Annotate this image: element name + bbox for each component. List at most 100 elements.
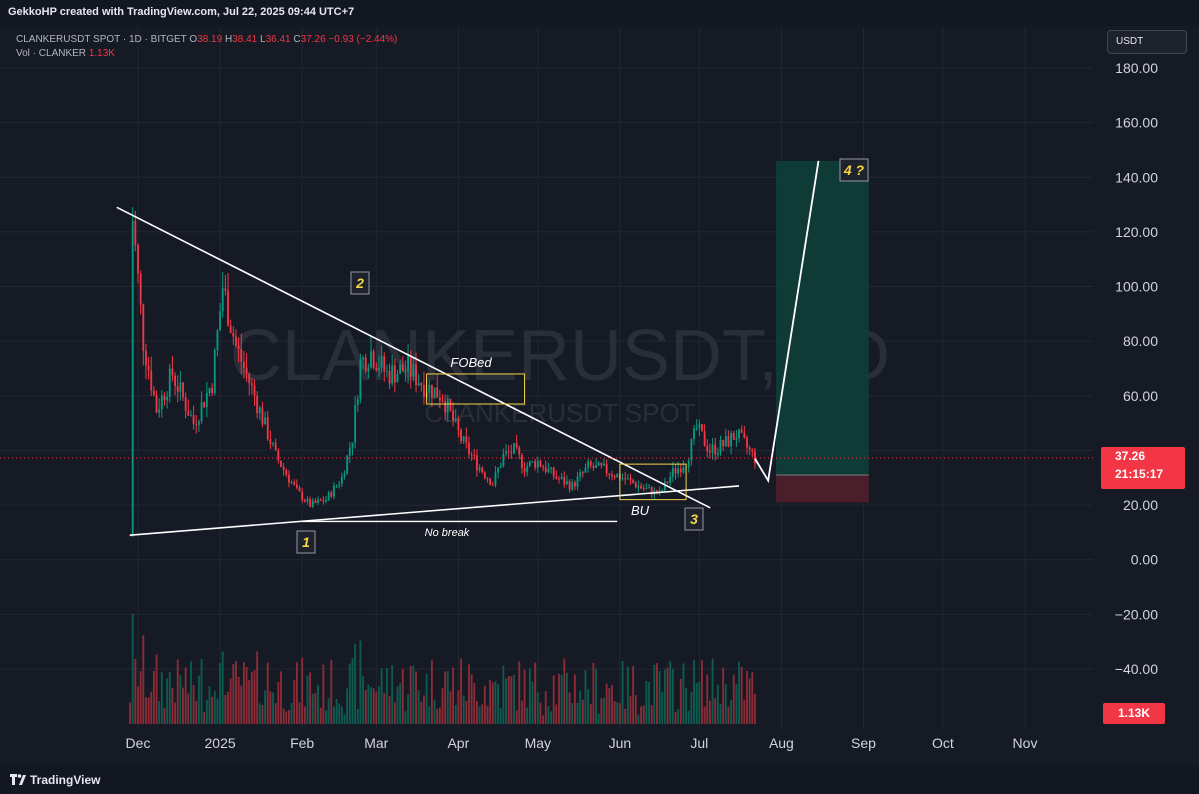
volume-bar (200, 659, 203, 724)
volume-bar (197, 675, 200, 724)
candle-body (595, 465, 597, 468)
volume-bar (475, 700, 478, 724)
last-price-tag: 37.26 21:15:17 (1101, 447, 1185, 489)
candle-body (701, 424, 703, 432)
candle-body (730, 432, 733, 447)
candle-body (666, 481, 669, 483)
volume-bar (608, 688, 611, 724)
candle-body (391, 365, 394, 384)
volume-bar (335, 698, 338, 724)
candle-body (454, 418, 457, 421)
volume-bar (134, 658, 137, 724)
volume-bar (346, 688, 349, 724)
volume-bar (378, 686, 380, 724)
candle-body (346, 455, 349, 474)
candle-body (399, 364, 402, 374)
volume-bar (719, 703, 722, 724)
candle-body (319, 499, 322, 501)
volume-bar (507, 675, 510, 724)
candle-body (650, 487, 653, 495)
currency-selector[interactable]: USDT (1107, 30, 1187, 54)
candle-body (661, 490, 664, 492)
candle-body (158, 409, 161, 413)
candle-body (327, 492, 330, 501)
volume-bar (677, 708, 680, 724)
volume-bar (131, 614, 134, 724)
volume-bar (192, 685, 195, 724)
bar-countdown: 21:15:17 (1115, 467, 1164, 481)
volume-bar (730, 699, 733, 724)
candle-body (245, 367, 248, 374)
volume-bar (523, 669, 526, 724)
volume-bar (340, 706, 343, 724)
volume-bar (518, 661, 521, 724)
volume-bar (219, 663, 222, 724)
volume-bar (534, 662, 537, 724)
fobed-label: FOBed (450, 355, 492, 370)
candle-body (401, 364, 404, 372)
candle-body (566, 481, 568, 485)
volume-bar (303, 706, 306, 724)
volume-bar (754, 693, 756, 724)
candle-body (444, 401, 447, 413)
order-block-zone (426, 373, 526, 405)
volume-bar (261, 704, 264, 724)
candle-body (475, 455, 478, 471)
candle-body (693, 428, 695, 439)
candle-body (687, 460, 690, 468)
volume-bar (661, 692, 664, 724)
tradingview-logo[interactable]: TradingView (10, 773, 100, 787)
candle-body (338, 484, 341, 486)
time-tick-label: Nov (1013, 735, 1038, 751)
volume-bar (494, 681, 497, 724)
candle-body (388, 370, 391, 384)
candle-body (708, 451, 711, 453)
candle-body (134, 220, 137, 246)
candle-body (438, 397, 441, 401)
candle-body (589, 461, 592, 466)
wave-label-4-text: 4 ? (843, 162, 865, 178)
volume-bar (235, 661, 237, 724)
wave-label-1-box (296, 530, 316, 554)
candle-body (640, 485, 643, 489)
candle-body (242, 361, 245, 368)
volume-bar (282, 708, 285, 724)
volume-bar (629, 695, 632, 724)
volume-bar (642, 705, 645, 724)
volume-bar (224, 694, 227, 724)
candle-body (301, 491, 304, 501)
candle-body (343, 473, 346, 477)
candle-body (584, 467, 587, 473)
volume-bar (168, 672, 171, 724)
candle-body (494, 472, 497, 486)
volume-bar (285, 711, 288, 724)
volume-bar (473, 683, 476, 724)
price-tick-label: 80.00 (1123, 333, 1158, 349)
volume-bar (211, 696, 214, 724)
candle-body (430, 384, 433, 399)
candle-body (428, 384, 431, 393)
candle-body (536, 460, 539, 468)
volume-bar (306, 675, 309, 724)
volume-bar (544, 691, 547, 724)
volume-bar (449, 691, 452, 724)
volume-bar (640, 706, 643, 724)
volume-bar (637, 714, 640, 724)
candle-body (499, 466, 502, 468)
volume-bar (367, 684, 370, 724)
volume-bar (195, 700, 198, 724)
volume-bar (359, 640, 362, 724)
candle-body (465, 436, 468, 443)
candle-body (147, 365, 150, 371)
volume-bar (724, 684, 727, 724)
candle-body (335, 485, 338, 487)
candle-body (211, 388, 214, 393)
volume-bar (735, 684, 738, 724)
candle-body (258, 407, 261, 414)
candle-body (470, 454, 473, 456)
candle-body (407, 356, 409, 372)
candle-body (375, 367, 378, 371)
candle-body (531, 461, 534, 463)
volume-bar (266, 662, 269, 724)
